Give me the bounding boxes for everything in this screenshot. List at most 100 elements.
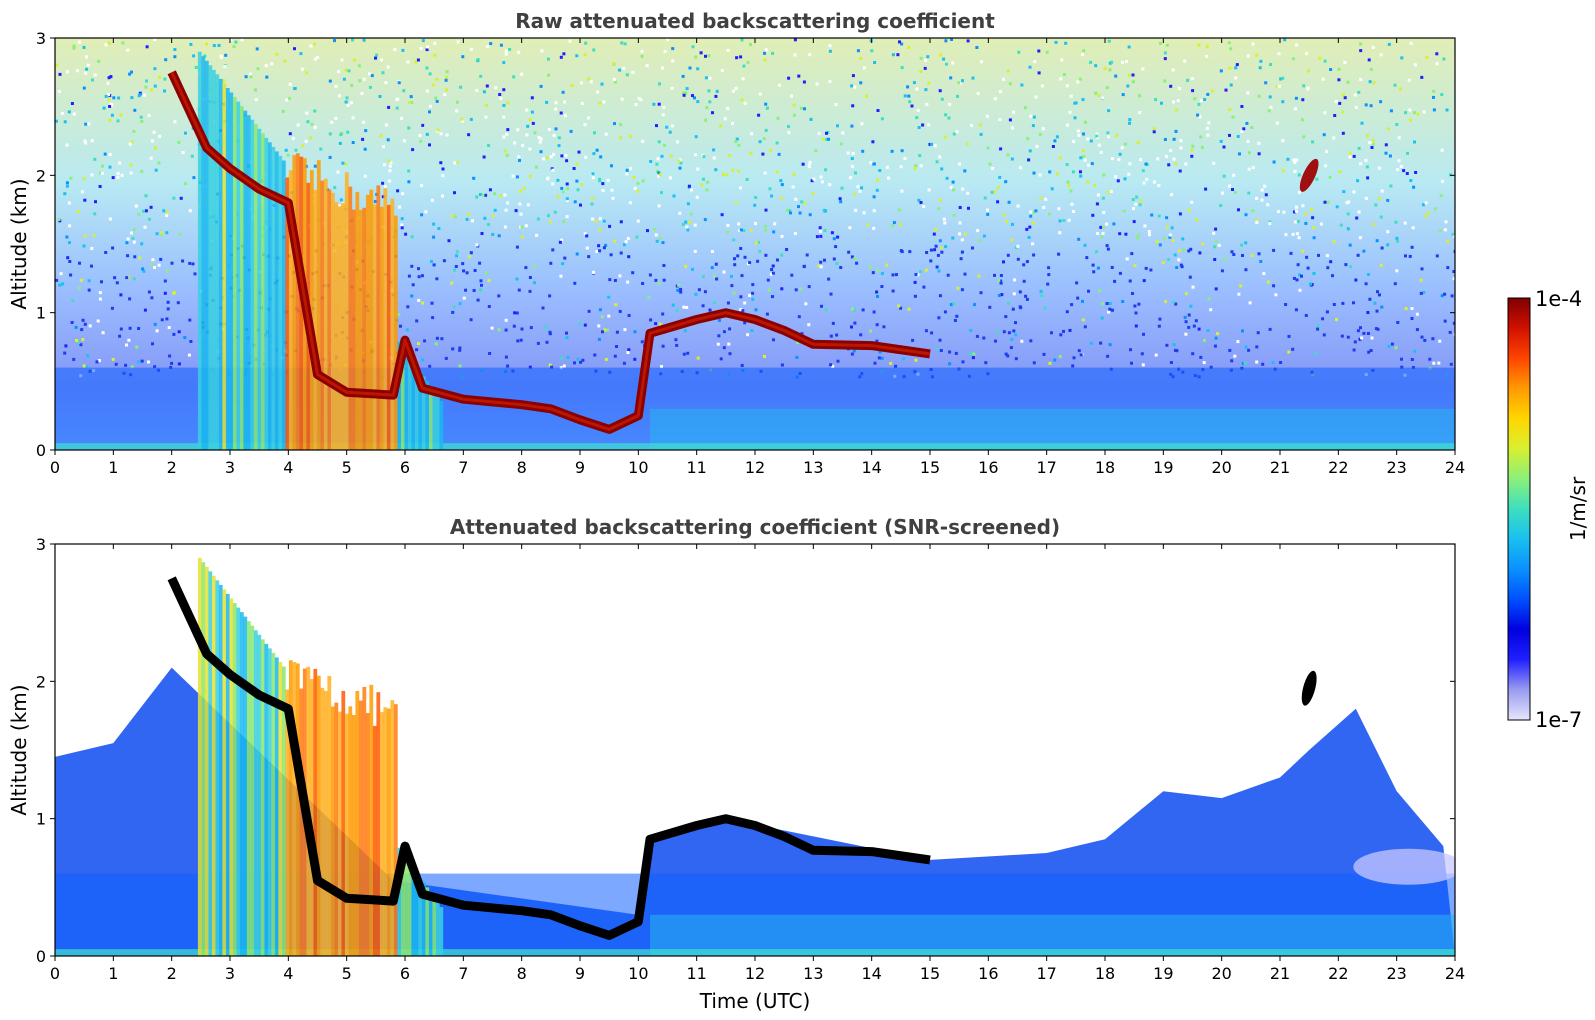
x-tick-label: 9: [575, 458, 585, 477]
noise-pixel: [1102, 173, 1106, 177]
noise-pixel: [952, 188, 955, 192]
noise-pixel: [693, 223, 697, 227]
noise-pixel: [1008, 118, 1012, 122]
noise-pixel: [293, 47, 296, 51]
noise-pixel: [797, 315, 801, 319]
noise-pixel: [299, 52, 303, 56]
noise-pixel: [1089, 341, 1093, 345]
noise-pixel: [562, 364, 566, 368]
noise-pixel: [799, 106, 803, 110]
noise-pixel: [1269, 63, 1273, 66]
noise-pixel: [1337, 78, 1341, 82]
noise-pixel: [478, 261, 482, 265]
noise-pixel: [63, 351, 67, 355]
noise-pixel: [943, 135, 947, 139]
noise-pixel: [126, 48, 130, 52]
noise-pixel: [1282, 210, 1286, 214]
noise-pixel: [167, 326, 171, 330]
rain-stripe: [323, 178, 328, 450]
noise-pixel: [654, 233, 658, 237]
noise-pixel: [1173, 253, 1177, 257]
noise-pixel: [82, 45, 86, 49]
rain-stripe: [369, 684, 374, 956]
noise-pixel: [533, 131, 537, 135]
noise-pixel: [1287, 334, 1291, 338]
noise-pixel: [82, 244, 86, 248]
noise-pixel: [584, 41, 588, 45]
noise-pixel: [1018, 290, 1022, 294]
noise-pixel: [579, 203, 582, 207]
noise-pixel: [785, 208, 789, 212]
noise-pixel: [82, 86, 86, 90]
noise-pixel: [824, 308, 828, 312]
noise-pixel: [945, 176, 949, 180]
noise-pixel: [166, 307, 170, 311]
noise-pixel: [1422, 110, 1426, 114]
noise-pixel: [1099, 341, 1103, 345]
rain-stripe: [372, 725, 377, 956]
noise-pixel: [163, 291, 167, 295]
noise-pixel: [528, 147, 532, 151]
noise-pixel: [130, 96, 134, 100]
noise-pixel: [750, 329, 754, 333]
noise-pixel: [861, 149, 865, 153]
noise-pixel: [1271, 361, 1275, 365]
noise-pixel: [1023, 106, 1027, 110]
noise-pixel: [1133, 304, 1137, 308]
noise-pixel: [1284, 233, 1288, 237]
noise-pixel: [1400, 365, 1404, 369]
noise-pixel: [1096, 266, 1100, 270]
noise-pixel: [602, 100, 606, 104]
noise-pixel: [1096, 232, 1100, 235]
noise-pixel: [1339, 223, 1343, 227]
noise-pixel: [1134, 324, 1138, 328]
noise-pixel: [627, 348, 631, 352]
noise-pixel: [852, 349, 856, 353]
noise-pixel: [1368, 297, 1372, 301]
noise-pixel: [528, 118, 532, 122]
noise-pixel: [1145, 177, 1149, 181]
noise-pixel: [873, 61, 877, 64]
noise-pixel: [140, 242, 144, 246]
noise-pixel: [710, 266, 714, 270]
noise-pixel: [1127, 73, 1131, 77]
noise-pixel: [541, 306, 545, 310]
noise-pixel: [153, 365, 157, 369]
noise-pixel: [469, 47, 473, 51]
noise-pixel: [1025, 297, 1029, 301]
noise-pixel: [675, 309, 679, 313]
noise-pixel: [381, 71, 385, 75]
noise-pixel: [525, 133, 529, 137]
noise-pixel: [1197, 102, 1201, 106]
noise-pixel: [671, 59, 675, 63]
noise-pixel: [521, 143, 525, 147]
noise-pixel: [758, 249, 762, 253]
noise-pixel: [1214, 287, 1218, 291]
noise-pixel: [655, 239, 659, 243]
rain-stripe: [285, 689, 290, 956]
noise-pixel: [1394, 346, 1398, 350]
noise-pixel: [868, 265, 872, 269]
noise-pixel: [780, 234, 784, 238]
noise-pixel: [154, 146, 157, 150]
noise-pixel: [1233, 190, 1237, 194]
noise-pixel: [1416, 112, 1420, 116]
noise-pixel: [1352, 348, 1356, 352]
noise-pixel: [132, 227, 136, 231]
noise-pixel: [1255, 345, 1259, 349]
noise-pixel: [763, 58, 767, 62]
noise-pixel: [125, 343, 128, 347]
noise-pixel: [91, 78, 94, 82]
noise-pixel: [872, 226, 876, 230]
noise-pixel: [815, 82, 819, 86]
noise-pixel: [1314, 351, 1318, 355]
noise-pixel: [432, 263, 436, 267]
noise-pixel: [1357, 146, 1361, 150]
noise-pixel: [1212, 231, 1216, 235]
noise-pixel: [1396, 321, 1400, 324]
noise-pixel: [850, 84, 854, 88]
noise-pixel: [687, 184, 691, 188]
noise-pixel: [1388, 154, 1392, 158]
noise-pixel: [425, 89, 429, 93]
noise-pixel: [1277, 52, 1281, 56]
